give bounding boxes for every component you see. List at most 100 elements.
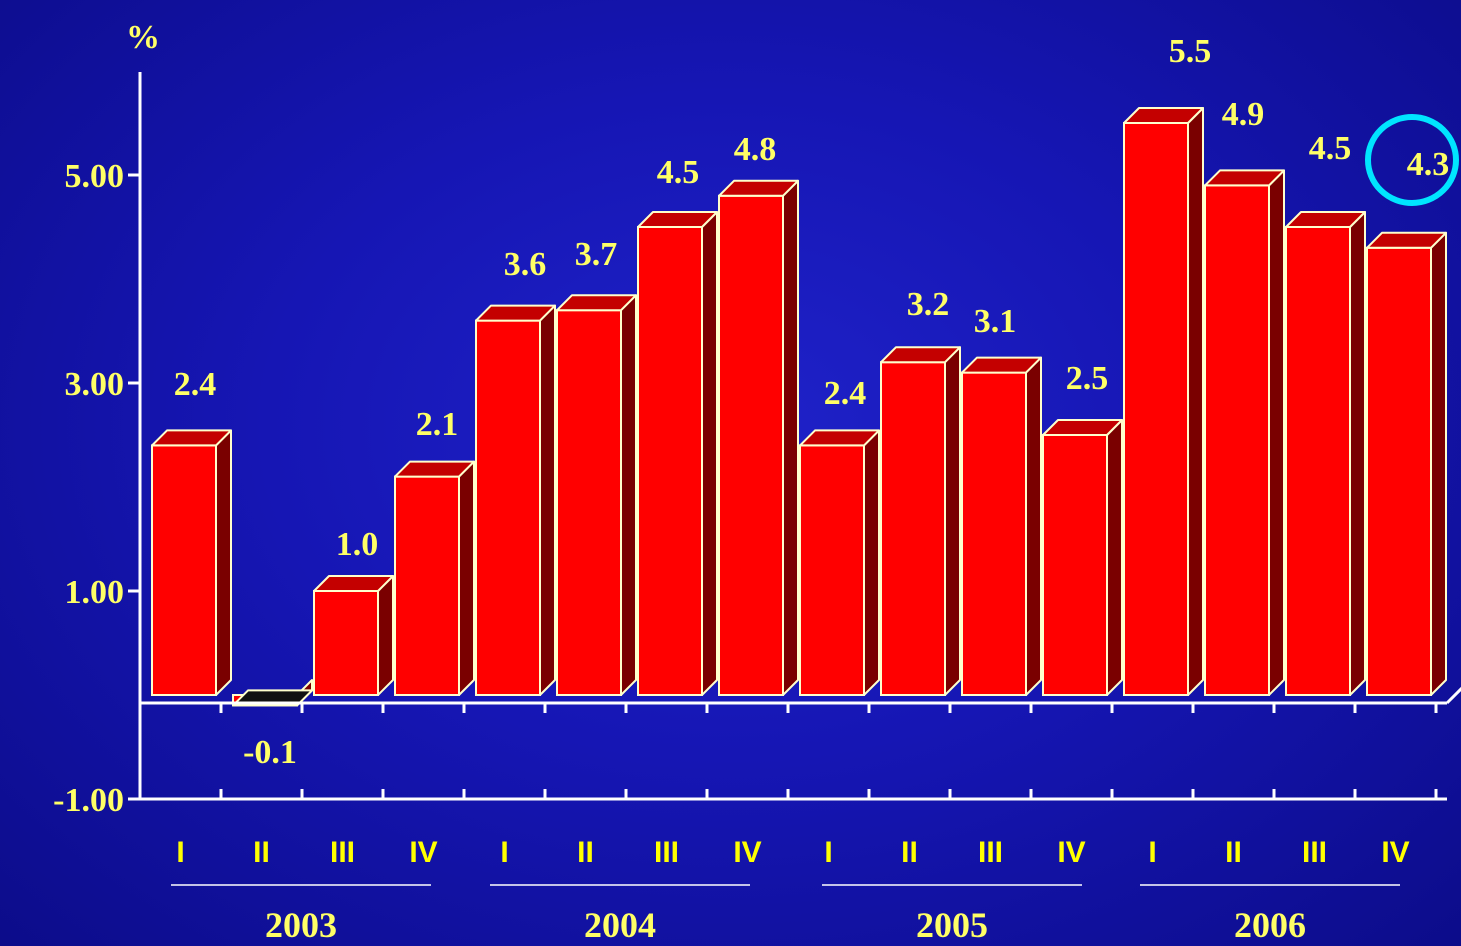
bar-front [718,194,784,697]
bar [1366,231,1447,697]
year-label: 2003 [265,905,337,945]
bar-side [1268,169,1285,696]
bars [151,107,1447,707]
quarter-label: III [1302,836,1327,869]
bar-side [377,575,394,696]
highlight-circle [1365,114,1459,206]
bar [961,356,1042,696]
quarter-label: I [500,836,508,869]
y-axis-unit-label: % [126,19,160,56]
data-label: 2.4 [824,375,867,412]
y-tick-label: 3.00 [65,366,125,403]
bar-front [1285,226,1351,696]
bar-side [863,429,880,696]
data-label: -0.1 [243,734,297,771]
bar-side [458,460,475,696]
bar [1285,211,1366,696]
data-label: 3.1 [974,303,1017,340]
quarter-label: I [176,836,184,869]
data-label: 3.7 [575,236,618,273]
bar-top [718,179,799,197]
bar [880,346,961,696]
quarter-label: II [577,836,594,869]
bar-front [1204,184,1270,696]
quarter-label: I [1148,836,1156,869]
bar [1123,107,1204,696]
bar [313,575,394,696]
data-label: 2.4 [174,366,217,403]
bar [637,211,718,696]
year-label: 2006 [1234,905,1306,945]
year-labels: 2003 2004 2005 2006 [171,884,1400,945]
bar-front [151,444,217,696]
data-label: 5.5 [1169,33,1212,70]
quarter-label: IV [1381,836,1409,869]
bar-top [637,211,718,228]
bar-top [313,575,394,592]
quarter-label: IV [409,836,437,869]
bar-front [556,309,622,696]
bar-front [880,361,946,696]
bar-front [475,319,541,696]
bar-top [151,429,232,447]
bar-front [1366,246,1432,697]
year-label: 2004 [584,905,656,945]
data-label: 3.6 [504,246,547,283]
data-label: 4.8 [734,131,777,168]
bar-front [637,226,703,696]
bar-side [1106,419,1123,696]
bar-front [394,475,460,696]
bar-side [620,294,637,696]
y-tick-label: 1.00 [65,574,125,611]
bar-top [1285,211,1366,228]
quarter-label: II [253,836,270,869]
bar-top [1123,107,1204,124]
data-label: 4.5 [657,154,700,191]
bar-top [1042,419,1123,436]
bar-front [1042,434,1108,696]
year-label: 2005 [916,905,988,945]
data-label: 4.5 [1309,130,1352,167]
bar-top [1366,231,1447,249]
bar-side [1430,231,1447,696]
bar [151,429,232,696]
quarter-label: II [1225,836,1242,869]
quarter-label: IV [733,836,761,869]
data-label: 2.1 [416,406,459,443]
y-tick-label: -1.00 [53,782,124,819]
bar-front [799,444,865,696]
bar-front [961,371,1027,696]
bar-top [1204,169,1285,187]
bar-front [313,590,379,696]
data-label: 4.9 [1222,96,1265,133]
y-axis: % 5.00 3.00 1.00 -1.00 [53,19,160,819]
bar-side [782,179,799,696]
bar-front [1123,122,1189,696]
bar-top [961,356,1042,374]
bar-side [539,304,556,696]
bar-top [880,346,961,364]
bar-side [1187,107,1204,696]
bar [475,304,556,696]
quarter-label: IV [1057,836,1085,869]
quarter-label: III [330,836,355,869]
bar-top [394,460,475,478]
bar [799,429,880,696]
y-tick-label: 5.00 [65,158,125,195]
quarter-label: III [654,836,679,869]
quarter-label: III [978,836,1003,869]
x-axis [138,686,1461,801]
data-label: 2.5 [1066,360,1109,397]
bar-top [556,294,637,312]
data-label: 4.3 [1407,146,1450,183]
bar-side [215,429,232,696]
bar [1204,169,1285,696]
bar-side [1025,356,1042,696]
quarter-label: I [824,836,832,869]
quarter-label: II [901,836,918,869]
bar [394,460,475,696]
bar-top [475,304,556,322]
bar-top [799,429,880,447]
data-labels: 2.4 -0.1 1.0 2.1 3.6 3.7 4.5 4.8 2.4 3.2 3.1 2.5 5.5… [174,33,1459,771]
